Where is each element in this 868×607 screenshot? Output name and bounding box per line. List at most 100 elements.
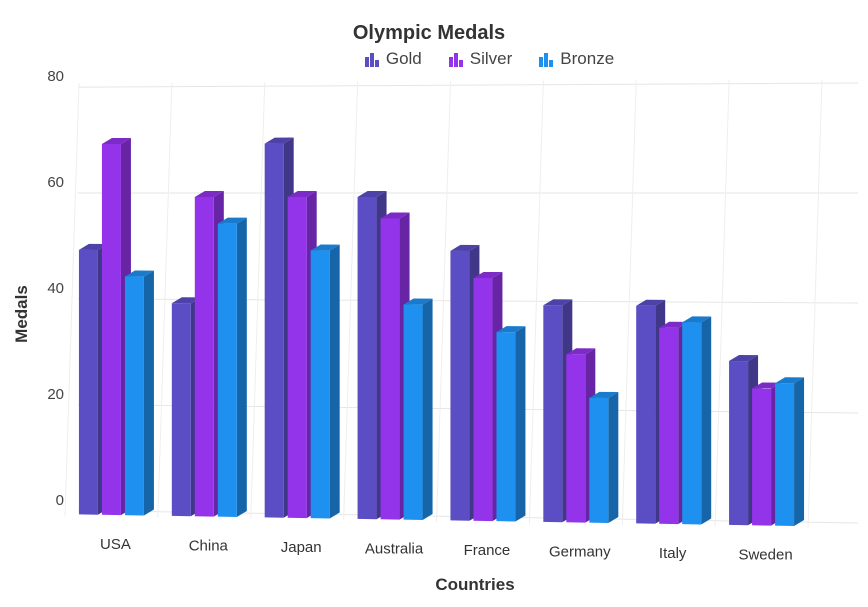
bar-side-face bbox=[329, 244, 340, 519]
legend-item-gold[interactable]: Gold bbox=[364, 48, 422, 70]
category-separator-5 bbox=[528, 80, 544, 524]
y-tick-label-2: 40 bbox=[47, 280, 64, 297]
bar-front-face bbox=[78, 249, 98, 515]
bar-bronze-sweden bbox=[775, 377, 805, 526]
bar-front-face bbox=[450, 250, 470, 521]
bar-side-face bbox=[608, 392, 619, 523]
bars bbox=[78, 137, 805, 526]
x-tick-label-germany: Germany bbox=[549, 543, 611, 560]
category-separator-4 bbox=[436, 81, 451, 523]
bar-front-face bbox=[101, 143, 121, 516]
bar-top-face bbox=[636, 299, 666, 306]
bar-front-face bbox=[380, 218, 400, 520]
category-separator-1 bbox=[157, 82, 173, 518]
legend-label-bronze: Bronze bbox=[560, 49, 615, 68]
bar-side-face bbox=[422, 298, 433, 520]
legend-bronze-bar-1 bbox=[539, 57, 544, 67]
bar-top-face bbox=[403, 298, 433, 305]
bar-side-face bbox=[236, 217, 247, 517]
bar-side-face bbox=[794, 377, 805, 526]
x-tick-label-sweden: Sweden bbox=[738, 546, 792, 563]
bar-bronze-australia bbox=[403, 298, 433, 520]
bar-bronze-france bbox=[496, 326, 526, 522]
bar-bronze-china bbox=[217, 217, 247, 517]
x-axis-title: Countries bbox=[435, 575, 515, 594]
bar-top-face bbox=[357, 191, 387, 197]
bar-front-face bbox=[589, 397, 609, 523]
bar-front-face bbox=[775, 383, 795, 526]
legend-silver-bar-icon bbox=[448, 53, 463, 67]
bar-front-face bbox=[287, 197, 307, 519]
category-separator-6 bbox=[621, 80, 637, 526]
bar-front-face bbox=[217, 223, 237, 517]
bar-top-face bbox=[729, 354, 759, 362]
x-tick-label-usa: USA bbox=[100, 536, 131, 553]
bar-top-face bbox=[194, 191, 224, 197]
bar-side-face bbox=[515, 326, 526, 522]
bar-top-face bbox=[101, 137, 131, 145]
bar-top-face bbox=[171, 297, 201, 304]
bar-front-face bbox=[752, 388, 772, 526]
y-tick-label-1: 20 bbox=[47, 386, 64, 403]
bar-front-face bbox=[194, 197, 214, 517]
bar-front-face bbox=[636, 305, 656, 524]
y-tick-label-3: 60 bbox=[47, 174, 64, 191]
bar-top-face bbox=[543, 299, 573, 306]
bar-top-face bbox=[752, 382, 782, 389]
bar-side-face bbox=[701, 316, 712, 525]
legend-bronze-bar-icon bbox=[539, 53, 554, 67]
bar-top-face bbox=[380, 212, 410, 219]
bar-top-face bbox=[124, 270, 154, 277]
legend-gold-bar-2 bbox=[369, 53, 374, 67]
bar-front-face bbox=[543, 305, 563, 523]
legend-silver-bar-2 bbox=[453, 53, 458, 67]
bar-bronze-japan bbox=[310, 244, 340, 519]
legend-gold-bar-icon bbox=[364, 53, 379, 67]
legend-label-gold: Gold bbox=[385, 49, 422, 68]
legend-silver-bar-3 bbox=[458, 60, 463, 67]
bar-front-face bbox=[496, 332, 516, 522]
legend-silver-bar-1 bbox=[448, 57, 453, 67]
x-tick-label-japan: Japan bbox=[281, 539, 322, 556]
chart-title: Olympic Medals bbox=[352, 22, 506, 44]
bar-front-face bbox=[729, 360, 749, 526]
legend-gold-bar-1 bbox=[364, 57, 369, 67]
y-tick-label-4: 80 bbox=[47, 68, 64, 85]
bar-front-face bbox=[124, 276, 144, 516]
x-tick-label-france: France bbox=[464, 542, 511, 559]
bar-front-face bbox=[403, 304, 423, 520]
bar-top-face bbox=[78, 243, 108, 250]
y-tick-label-0: 0 bbox=[56, 492, 64, 509]
legend-bronze-bar-2 bbox=[544, 53, 549, 67]
gridline-80 bbox=[77, 82, 859, 88]
category-separator-7 bbox=[714, 79, 730, 527]
bar-front-face bbox=[473, 277, 493, 522]
bar-bronze-italy bbox=[682, 316, 712, 525]
bar-front-face bbox=[682, 322, 702, 525]
bar-bronze-germany bbox=[589, 391, 619, 523]
bar-top-face bbox=[264, 137, 294, 144]
bar-top-face bbox=[566, 348, 596, 355]
chart-legend: Gold Silver Bronze bbox=[0, 48, 868, 70]
category-separator-8 bbox=[807, 79, 823, 529]
bar-top-face bbox=[659, 321, 689, 328]
x-tick-label-australia: Australia bbox=[365, 540, 424, 557]
bar-front-face bbox=[310, 250, 330, 519]
legend-item-silver[interactable]: Silver bbox=[448, 48, 513, 70]
bar-top-face bbox=[589, 391, 619, 399]
bar-top-face bbox=[496, 326, 526, 333]
bar-top-face bbox=[287, 191, 317, 197]
bar-top-face bbox=[775, 377, 805, 384]
bar-front-face bbox=[659, 327, 679, 525]
bar-front-face bbox=[566, 354, 586, 523]
bar-front-face bbox=[357, 197, 377, 520]
legend-label-silver: Silver bbox=[469, 49, 513, 68]
legend-item-bronze[interactable]: Bronze bbox=[538, 48, 614, 70]
bar-top-face bbox=[310, 244, 340, 251]
bar-side-face bbox=[143, 270, 154, 516]
legend-bronze-bar-3 bbox=[549, 60, 554, 67]
bar-top-face bbox=[217, 217, 247, 224]
bar-bronze-usa bbox=[124, 270, 154, 516]
category-separator-2 bbox=[250, 82, 266, 520]
